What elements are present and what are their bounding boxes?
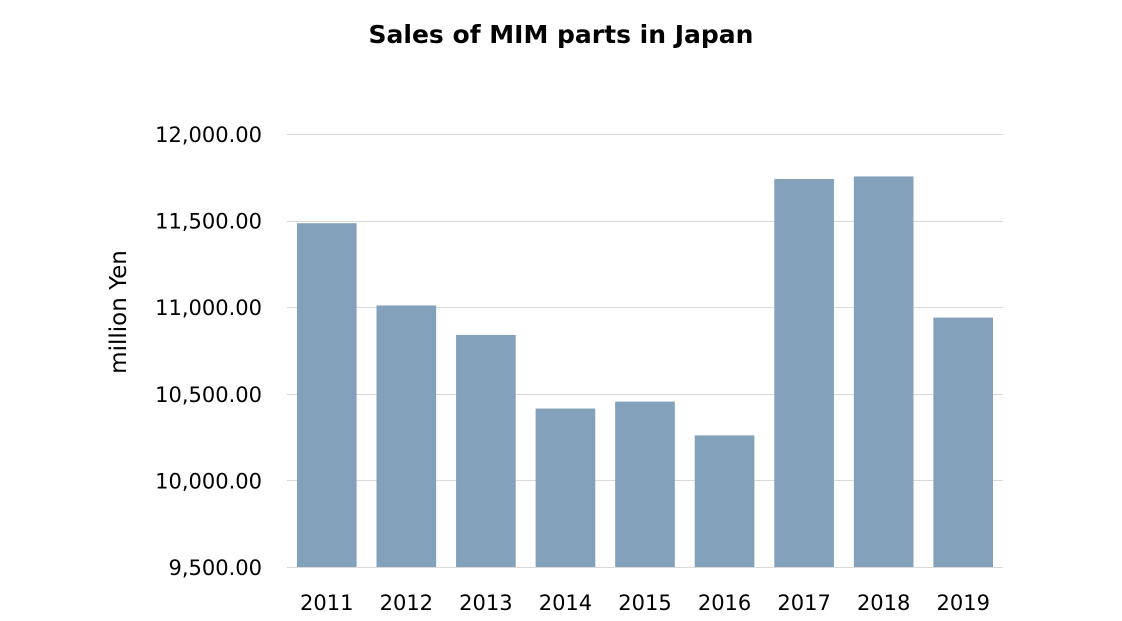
x-tick-label: 2017 [777,591,830,615]
y-tick-label: 12,000.00 [155,123,262,147]
bar-2014 [535,408,596,567]
bar-2015 [615,401,675,567]
x-tick-label: 2016 [698,591,751,615]
y-tick-labels: 9,500.00 10,000.00 10,500.00 11,000.00 11,50… [155,123,262,580]
x-tick-label: 2018 [857,591,910,615]
x-tick-labels: 2011 2012 2013 2014 2015 2016 2017 2018 2019 [300,591,990,615]
x-tick-label: 2012 [380,591,433,615]
chart-title: Sales of MIM parts in Japan [369,20,754,49]
x-tick-label: 2014 [539,591,592,615]
y-tick-label: 10,000.00 [155,469,262,493]
bar-2012 [376,305,437,567]
bar-2016 [694,435,755,567]
bar-2013 [456,334,516,567]
y-tick-label: 10,500.00 [155,383,262,407]
x-tick-label: 2011 [300,591,353,615]
x-tick-label: 2019 [936,591,989,615]
y-tick-label: 11,500.00 [155,210,262,234]
bar-2011 [296,223,357,567]
y-tick-label: 9,500.00 [168,556,262,580]
bars [296,176,994,568]
bar-2018 [853,176,914,567]
x-tick-label: 2015 [618,591,671,615]
bar-2017 [774,179,834,568]
y-tick-label: 11,000.00 [155,296,262,320]
y-axis-label: million Yen [106,250,132,374]
bar-2019 [933,317,994,567]
x-tick-label: 2013 [459,591,512,615]
